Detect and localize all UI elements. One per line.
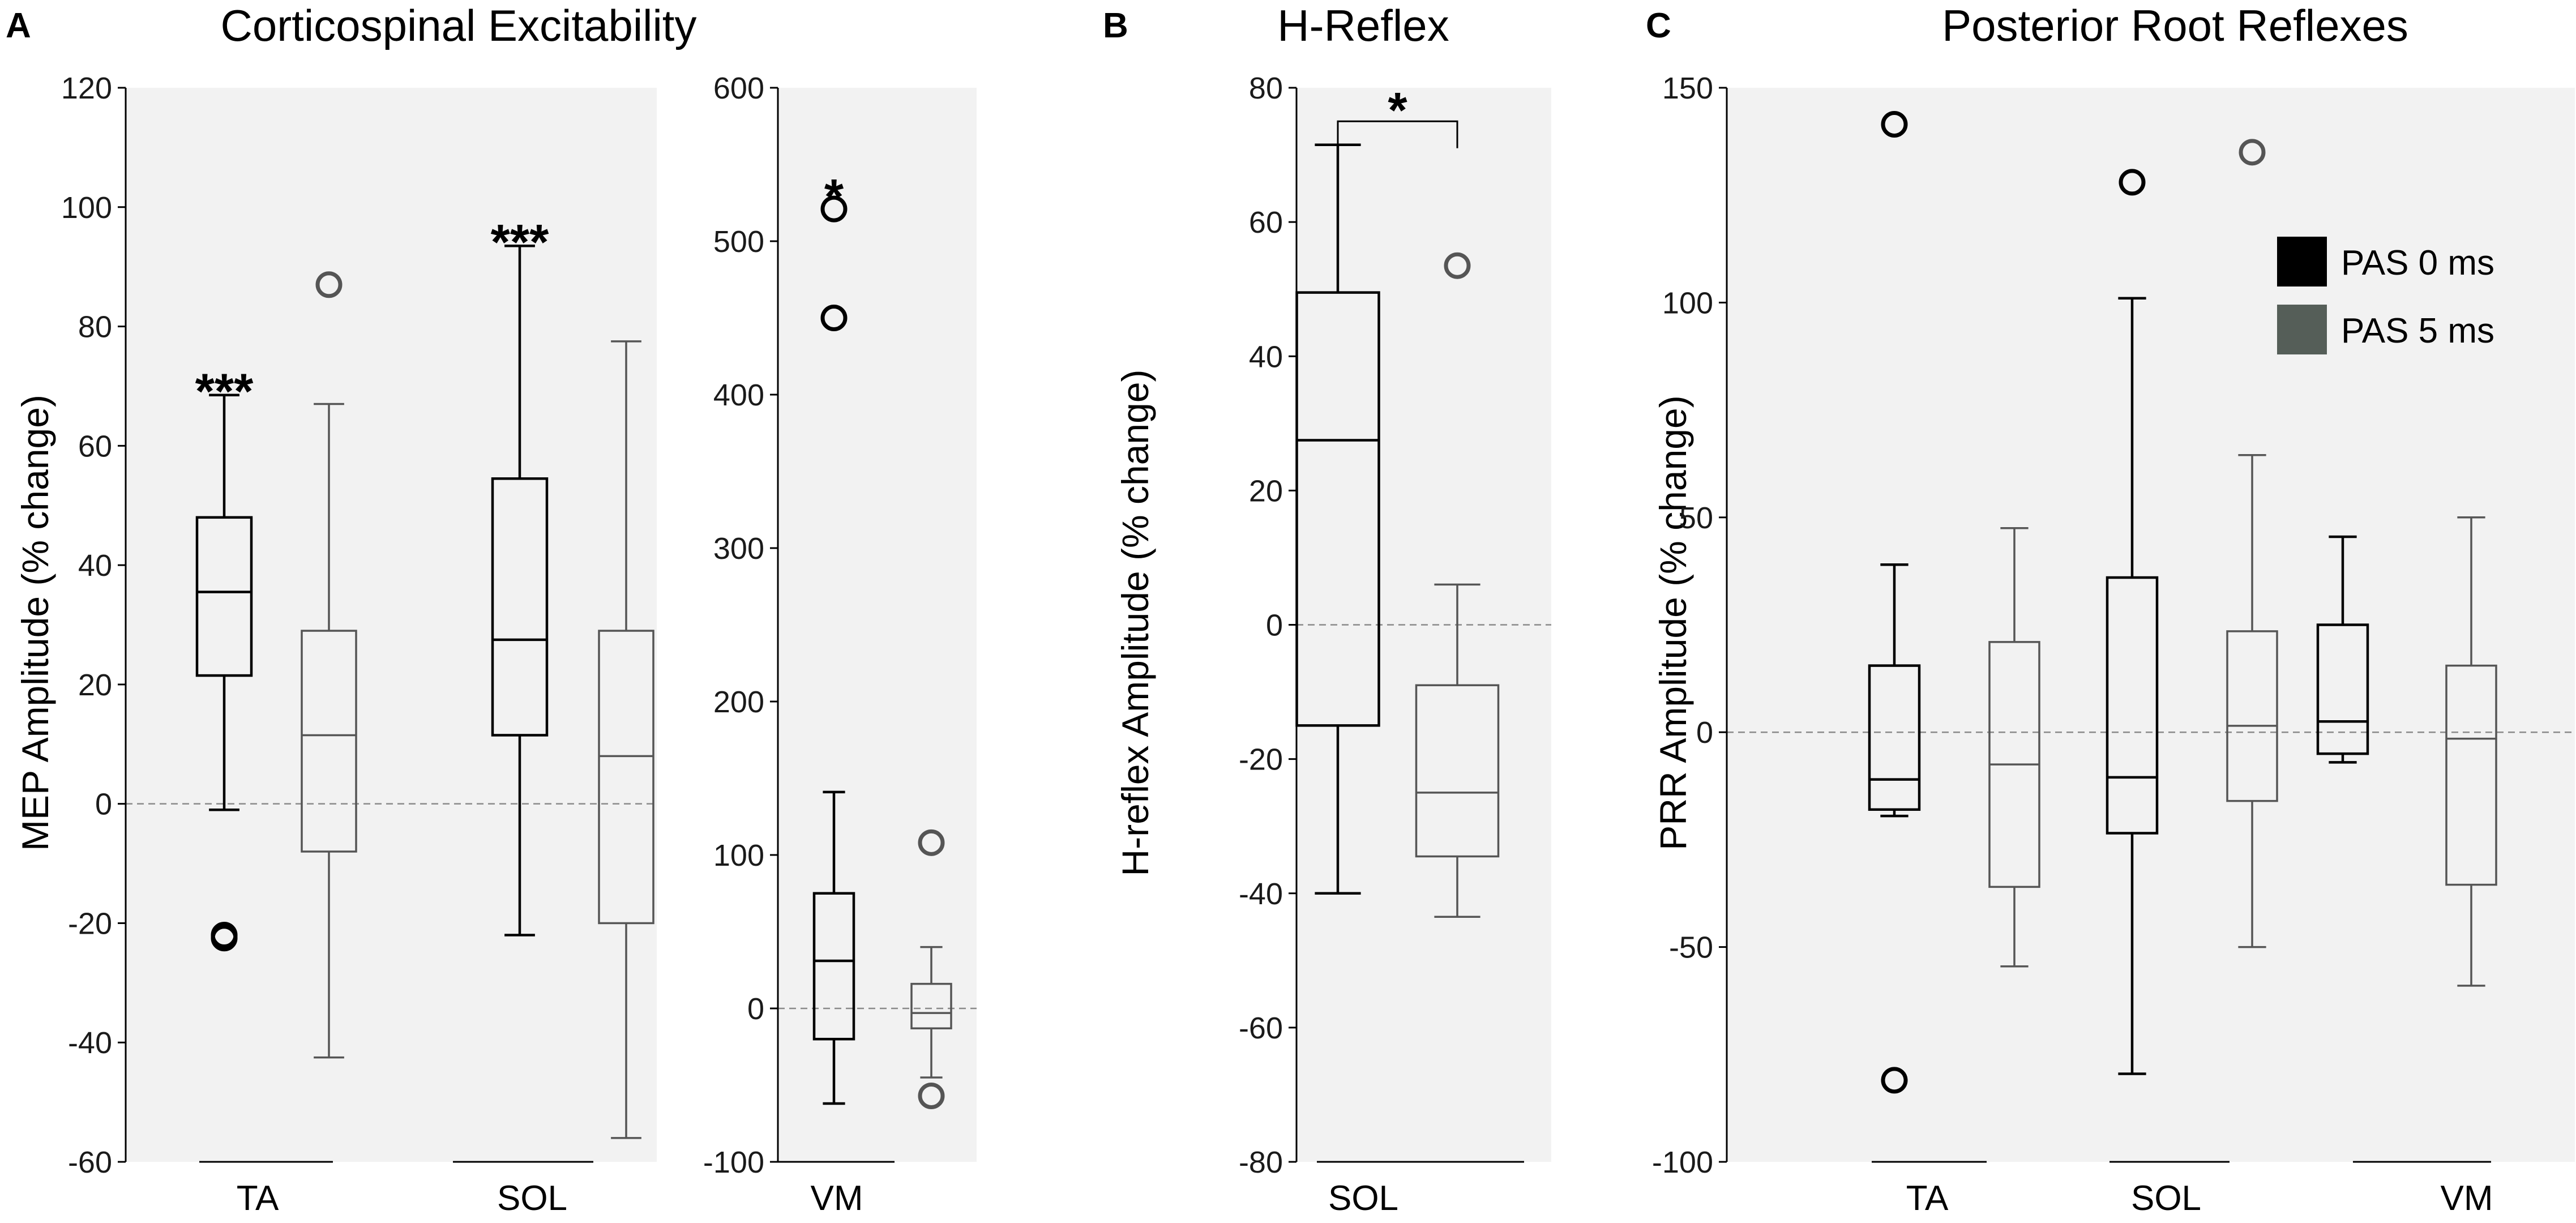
panel-0-y-tick-label-20: 20: [78, 668, 112, 702]
panel-3-box-sol-pas-0-ms-iqr: [2106, 576, 2159, 835]
panel-1-box-vm-pas-0-ms-outlier-1: [820, 195, 848, 223]
panel-1-box-vm-pas-0-ms-outlier-0: [820, 305, 848, 331]
legend-label-pas-0: PAS 0 ms: [2341, 243, 2494, 283]
panel-3-x-category-label-vm: VM: [2441, 1179, 2493, 1218]
panel-3-box-sol-pas-5-ms-outlier-0: [2239, 139, 2266, 166]
panel-1-box-vm-pas-0-ms-iqr: [812, 892, 855, 1041]
panel-3-box-vm-pas-5-ms-iqr: [2445, 664, 2497, 886]
panel-3-y-tick-label-50: -50: [1669, 931, 1713, 965]
panel-2-box-sol-pas-0-ms-iqr: [1295, 291, 1380, 727]
panel-1-x-category-label-vm: VM: [811, 1179, 863, 1218]
panel-2-y-tick-label-0: 0: [1266, 609, 1283, 643]
panel-0-box-sol-pas-5-ms-iqr: [598, 630, 654, 925]
panel-0-box-ta-pas-0-ms-iqr: [195, 516, 253, 677]
panel-3-box-ta-pas-0-ms-iqr: [1868, 664, 1921, 811]
panel-b-h-reflex: B H-Reflex H-reflex Amplitude (% change)…: [1103, 1, 1551, 1218]
panel-3-y-tick-label-100: -100: [1652, 1145, 1713, 1179]
panel-0-y-tick-label-0: 0: [95, 788, 112, 822]
panel-1-y-tick-label-200: 200: [713, 685, 764, 719]
panel-3-box-ta-pas-0-ms-outlier-0: [1881, 110, 1908, 138]
panel-3-y-tick-label-100: 100: [1662, 286, 1713, 320]
panel-a-mep-ta-sol: A Corticospinal Excitability MEP Amplitu…: [6, 1, 696, 1218]
panel-b-y-axis-label: H-reflex Amplitude (% change): [1114, 369, 1156, 876]
panel-3-x-category-label-sol: SOL: [2131, 1179, 2201, 1218]
panel-3-y-tick-label-0: 0: [1696, 716, 1713, 750]
panel-3-box-ta-pas-0-ms-outlier-1: [1881, 1067, 1908, 1094]
panel-0-y-tick-label-40: -40: [68, 1026, 112, 1060]
panel-letter-a: A: [6, 6, 31, 45]
legend-label-pas-5: PAS 5 ms: [2341, 311, 2494, 350]
panel-0-x-category-label-sol: SOL: [497, 1179, 567, 1218]
panel-c-posterior-root-reflexes: C Posterior Root Reflexes PRR Amplitude …: [1646, 1, 2575, 1218]
panel-0-plot-area: [126, 88, 657, 1162]
panel-0-y-tick-label-80: 80: [78, 310, 112, 344]
panel-2-y-tick-label-60: -60: [1239, 1011, 1283, 1045]
panel-0-y-tick-label-60: 60: [78, 429, 112, 463]
panel-0-box-ta-pas-5-ms-iqr: [301, 630, 357, 853]
panel-0-x-category-label-ta: TA: [237, 1179, 279, 1218]
panel-2-box-sol-pas-5-ms-iqr: [1415, 684, 1500, 858]
panel-3-box-sol-pas-0-ms-outlier-0: [2119, 169, 2146, 196]
panel-3-plot-area: [1727, 88, 2575, 1162]
panel-0-y-tick-label-100: 100: [61, 191, 112, 225]
panel-1-y-tick-label-0: 0: [747, 992, 764, 1026]
panel-0-box-ta-pas-5-ms-outlier-0: [315, 271, 343, 298]
panel-a-y-axis-label: MEP Amplitude (% change): [14, 395, 56, 851]
legend-swatch-pas-5: [2277, 305, 2327, 354]
panel-0-box-sol-pas-0-ms-iqr: [491, 477, 549, 737]
panel-1-box-vm-pas-5-ms-iqr: [910, 982, 952, 1029]
panel-a-mep-vm: 600 500 400 300 200 100 0 -100 VM *: [703, 71, 977, 1218]
panel-letter-c: C: [1646, 6, 1671, 45]
panel-0-y-tick-label-40: 40: [78, 549, 112, 583]
panel-0-y-tick-label-120: 120: [61, 71, 112, 105]
panel-a-title: Corticospinal Excitability: [221, 1, 697, 50]
panel-3-y-tick-label-50: 50: [1679, 501, 1713, 535]
panel-c-y-axis-label: PRR Amplitude (% change): [1652, 395, 1694, 850]
panel-3-box-sol-pas-5-ms-iqr: [2226, 630, 2278, 802]
panel-1-plot-area: [778, 88, 977, 1162]
panel-b-title: H-Reflex: [1277, 1, 1449, 50]
panel-1-significance-marker-0: *: [824, 169, 844, 225]
panel-c-title: Posterior Root Reflexes: [1942, 1, 2408, 50]
panel-3-x-category-label-ta: TA: [1906, 1179, 1949, 1218]
panel-0-significance-marker-1: ***: [491, 213, 549, 270]
panel-0-y-tick-label-60: -60: [68, 1145, 112, 1179]
panel-0-significance-marker-0: ***: [195, 363, 254, 419]
panel-1-y-tick-label-100: -100: [703, 1145, 764, 1179]
panel-1-y-tick-label-600: 600: [713, 71, 764, 105]
panel-0-y-tick-label-20: -20: [68, 906, 112, 940]
panel-2-y-tick-label-80: 80: [1249, 71, 1283, 105]
panel-2-box-sol-pas-5-ms-outlier-0: [1444, 252, 1471, 279]
panel-2-y-tick-label-20: 20: [1249, 474, 1283, 508]
panel-1-box-vm-pas-5-ms-outlier-0: [918, 829, 945, 856]
panel-2-y-tick-label-40: -40: [1239, 877, 1283, 911]
panel-2-y-tick-label-40: 40: [1249, 340, 1283, 374]
panel-1-y-tick-label-300: 300: [713, 532, 764, 566]
panel-2-significance-marker-0: *: [1388, 82, 1407, 138]
panel-1-y-tick-label-100: 100: [713, 839, 764, 873]
panel-2-y-tick-label-60: 60: [1249, 206, 1283, 240]
legend-swatch-pas-0: [2277, 237, 2327, 286]
panel-2-y-tick-label-80: -80: [1239, 1145, 1283, 1179]
panel-1-box-vm-pas-5-ms-outlier-1: [918, 1082, 945, 1109]
legend: PAS 0 ms PAS 5 ms: [2277, 237, 2494, 354]
panel-2-x-category-label-sol: SOL: [1328, 1179, 1398, 1218]
panel-letter-b: B: [1103, 6, 1128, 45]
panel-1-y-tick-label-400: 400: [713, 378, 764, 412]
panel-2-significance-bracket-0: [1337, 120, 1458, 148]
panel-1-y-tick-label-500: 500: [713, 225, 764, 259]
panel-3-y-tick-label-150: 150: [1662, 71, 1713, 105]
panel-2-y-tick-label-20: -20: [1239, 743, 1283, 777]
panel-3-box-vm-pas-0-ms-iqr: [2316, 623, 2369, 755]
panel-0-box-ta-pas-0-ms-outlier-1: [211, 925, 238, 952]
